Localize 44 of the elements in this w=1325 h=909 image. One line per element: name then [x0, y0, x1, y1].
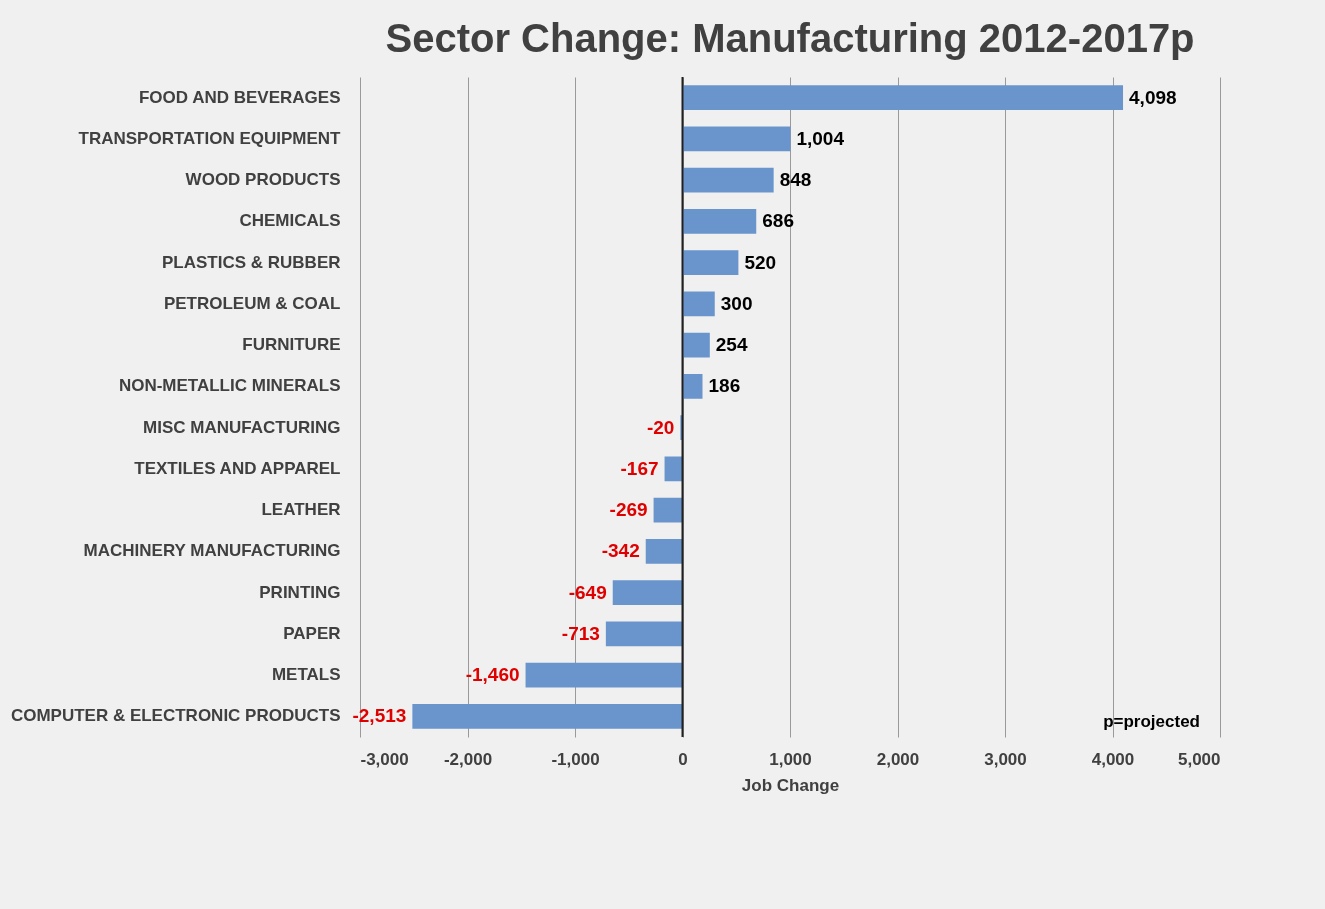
data-label: -649	[568, 581, 607, 603]
y-tick-label: METALS	[271, 665, 341, 685]
y-tick-label: PRINTING	[259, 582, 341, 602]
data-label: -713	[561, 622, 600, 644]
annotation: p=projected	[1103, 712, 1200, 731]
y-tick-label: CHEMICALS	[239, 211, 341, 231]
data-label: 254	[715, 334, 748, 356]
data-label: 1,004	[796, 127, 845, 149]
y-tick-label: LEATHER	[261, 500, 341, 520]
data-label: 848	[779, 169, 812, 191]
x-tick-label: -1,000	[551, 749, 600, 769]
data-label: 520	[744, 251, 777, 273]
chart-title: Sector Change: Manufacturing 2012-2017p	[385, 16, 1195, 60]
y-tick-label: WOOD PRODUCTS	[185, 170, 341, 190]
x-tick-label: -3,000	[360, 749, 409, 769]
data-label: -342	[601, 540, 640, 562]
data-label: 686	[762, 210, 794, 232]
y-tick-label: FOOD AND BEVERAGES	[138, 87, 341, 107]
data-label: 4,098	[1129, 86, 1177, 108]
x-tick-label: 5,000	[1177, 749, 1221, 769]
data-label: -20	[646, 416, 675, 438]
y-tick-label: MACHINERY MANUFACTURING	[83, 541, 341, 561]
x-tick-label: 1,000	[769, 749, 812, 769]
y-tick-label: TEXTILES AND APPAREL	[134, 458, 341, 478]
x-tick-label: -2,000	[443, 749, 493, 769]
data-label: -2,513	[352, 705, 407, 727]
y-tick-label: PLASTICS & RUBBER	[161, 252, 341, 272]
y-tick-label: NON-METALLIC MINERALS	[118, 376, 341, 396]
data-label: -167	[620, 457, 659, 479]
x-tick-label: 3,000	[984, 749, 1027, 769]
y-tick-label: PAPER	[283, 623, 341, 643]
data-label: 300	[720, 292, 753, 314]
data-label: -1,460	[465, 664, 520, 686]
y-tick-label: FURNITURE	[242, 335, 341, 355]
y-tick-label: TRANSPORTATION EQUIPMENT	[78, 128, 342, 148]
y-tick-label: COMPUTER & ELECTRONIC PRODUCTS	[10, 706, 341, 726]
y-tick-label: PETROLEUM & COAL	[163, 293, 341, 313]
data-label: 186	[708, 375, 741, 397]
x-axis-title: Job Change	[741, 775, 840, 795]
y-tick-label: MISC MANUFACTURING	[143, 417, 341, 437]
x-tick-label: 2,000	[876, 749, 920, 769]
x-tick-label: 4,000	[1091, 749, 1135, 769]
data-label: -269	[609, 499, 648, 521]
x-tick-label: 0	[678, 749, 688, 769]
